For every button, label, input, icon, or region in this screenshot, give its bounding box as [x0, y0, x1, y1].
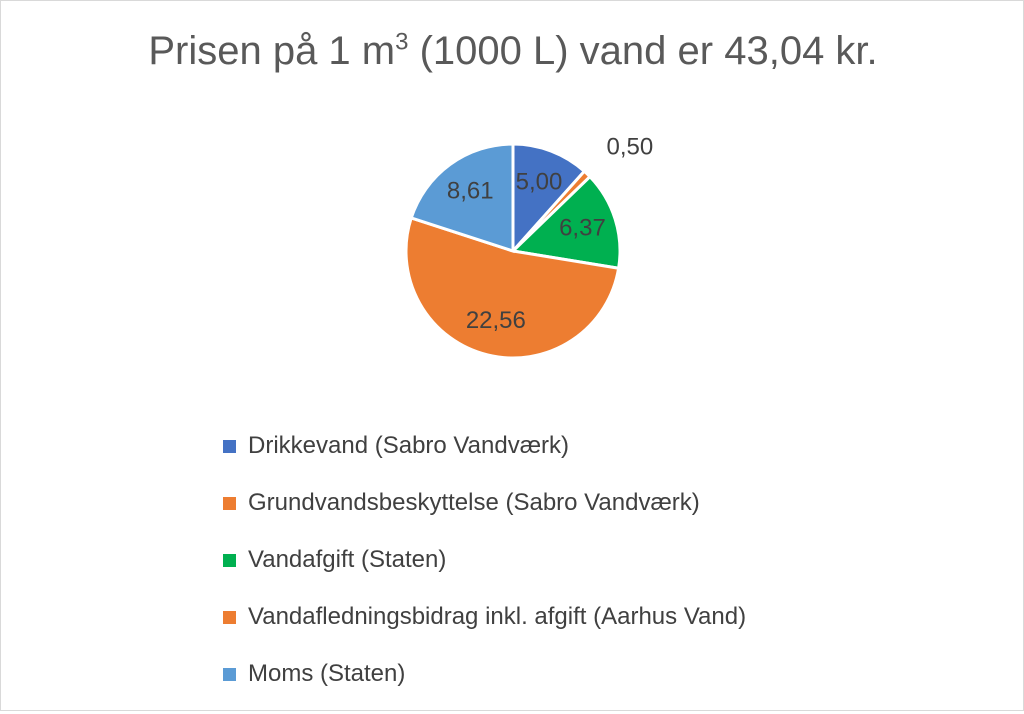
- legend-label: Grundvandsbeskyttelse (Sabro Vandværk): [248, 489, 700, 516]
- legend-swatch: [223, 611, 236, 624]
- legend-swatch: [223, 440, 236, 453]
- title-main: Prisen på 1 m: [148, 29, 396, 73]
- title-superscript: 3: [395, 28, 409, 56]
- data-label: 22,56: [466, 307, 526, 334]
- legend-item-moms: Moms (Staten): [223, 657, 746, 714]
- pie-slice: [511, 142, 587, 255]
- legend-label: Moms (Staten): [248, 660, 406, 687]
- pie-slice: [509, 174, 622, 270]
- data-label: 6,37: [559, 215, 606, 242]
- data-label: 5,00: [516, 168, 563, 195]
- legend-item-vandafgift: Vandafgift (Staten): [223, 543, 746, 600]
- data-label: 8,61: [447, 177, 494, 204]
- title-rest: (1000 L) vand er 43,04 kr.: [408, 29, 878, 73]
- legend-item-grundvandsbeskyttelse: Grundvandsbeskyttelse (Sabro Vandværk): [223, 486, 746, 543]
- legend-swatch: [223, 497, 236, 510]
- legend-swatch: [223, 668, 236, 681]
- pie-slice: [404, 216, 621, 360]
- legend-label: Drikkevand (Sabro Vandværk): [248, 432, 570, 459]
- data-label: 0,50: [606, 133, 653, 160]
- legend-label: Vandafgift (Staten): [248, 546, 447, 573]
- legend-label: Vandafledningsbidrag inkl. afgift (Aarhu…: [248, 603, 747, 630]
- legend: Drikkevand (Sabro Vandværk) Grundvandsbe…: [223, 429, 746, 714]
- pie-slice: [409, 142, 515, 254]
- legend-item-vandafledningsbidrag: Vandafledningsbidrag inkl. afgift (Aarhu…: [223, 600, 746, 657]
- chart-title: Prisen på 1 m3 (1000 L) vand er 43,04 kr…: [1, 29, 1024, 74]
- legend-swatch: [223, 554, 236, 567]
- legend-item-drikkevand: Drikkevand (Sabro Vandværk): [223, 429, 746, 486]
